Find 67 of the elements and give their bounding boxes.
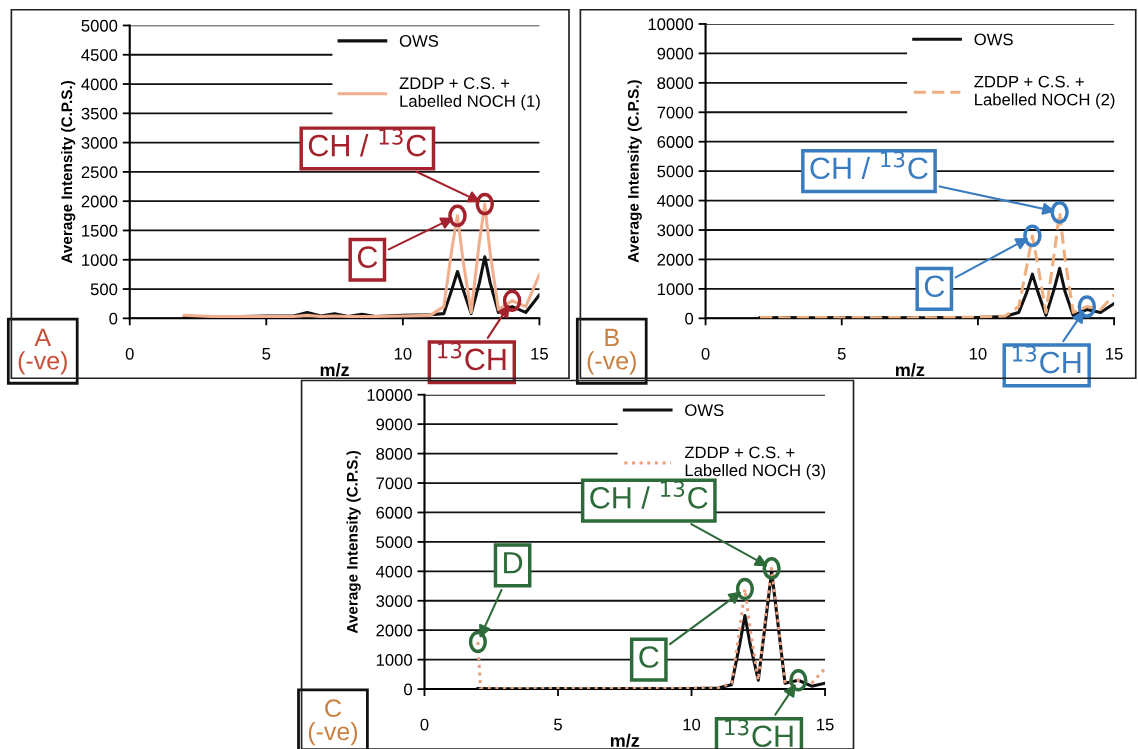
- y-tick-label: 9000: [657, 47, 694, 60]
- y-tick-label: 7000: [376, 477, 413, 490]
- x-tick-label: 10: [683, 718, 701, 731]
- y-tick-label: 2000: [81, 195, 118, 208]
- y-tick-label: 3000: [376, 595, 413, 607]
- y-tick-label: 10000: [367, 389, 413, 401]
- annotation: D: [504, 552, 523, 574]
- x-tick-label: 10: [394, 347, 412, 360]
- y-tick-label: 7000: [657, 106, 694, 119]
- y-tick-label: 0: [109, 312, 118, 325]
- y-tick-label: 9000: [376, 418, 413, 431]
- annotation: C: [924, 275, 945, 298]
- y-axis-title: Average Intensity (C.P.S.): [627, 80, 642, 263]
- y-tick-label: 500: [90, 283, 118, 296]
- y-tick-label: 1500: [82, 224, 118, 237]
- y-tick-label: 10000: [648, 18, 694, 31]
- legend-label: ZDDP + C.S. + Labelled NOCH (2): [974, 75, 1115, 109]
- legend-label: ZDDP + C.S. + Labelled NOCH (1): [399, 77, 540, 111]
- y-tick-label: 8000: [376, 448, 413, 460]
- y-tick-label: 3000: [657, 224, 694, 237]
- x-tick-label: 15: [1106, 348, 1123, 360]
- y-tick-label: 0: [685, 312, 694, 325]
- x-axis-title: m/z: [320, 363, 349, 377]
- y-tick-label: 0: [404, 683, 413, 696]
- y-tick-label: 1000: [82, 254, 118, 266]
- text: B (-ve): [587, 328, 636, 375]
- x-axis-title: m/z: [895, 363, 925, 377]
- annotation: $^{13}$CH: [1012, 345, 1081, 374]
- y-tick-label: 5000: [81, 19, 118, 32]
- y-tick-label: 6000: [657, 136, 694, 148]
- annotation: C: [357, 246, 378, 268]
- legend-label: ZDDP + C.S. + Labelled NOCH (3): [684, 446, 826, 480]
- x-tick-label: 5: [554, 718, 562, 731]
- y-tick-label: 4000: [81, 78, 118, 91]
- y-tick-label: 5000: [657, 165, 694, 178]
- x-tick-label: 5: [262, 348, 271, 360]
- y-tick-label: 1000: [657, 283, 694, 296]
- x-tick-label: 0: [701, 347, 710, 360]
- annotation: CH / $^{13}$C: [308, 128, 427, 157]
- y-axis-title: Average Intensity (C.P.S.): [60, 80, 76, 264]
- x-tick-label: 10: [969, 347, 987, 360]
- x-axis-title: m/z: [610, 733, 640, 748]
- x-tick-label: 0: [420, 718, 429, 731]
- y-tick-label: 2000: [376, 624, 413, 637]
- y-tick-label: 4000: [657, 194, 694, 207]
- x-tick-label: 5: [837, 348, 846, 360]
- y-axis-title: Average Intensity (C.P.S.): [346, 450, 361, 634]
- annotation: C: [639, 646, 659, 668]
- legend-label: OWS: [685, 404, 724, 417]
- y-tick-label: 6000: [376, 506, 413, 519]
- y-tick-label: 1000: [376, 654, 413, 666]
- y-tick-label: 3500: [81, 107, 118, 120]
- text: A (-ve): [18, 328, 67, 375]
- y-tick-label: 4000: [375, 565, 413, 578]
- y-tick-label: 2500: [81, 166, 118, 179]
- y-tick-label: 3000: [81, 137, 118, 149]
- annotation: $^{13}$CH: [438, 342, 506, 371]
- legend-label: OWS: [399, 35, 439, 47]
- x-tick-label: 0: [125, 347, 134, 360]
- y-tick-label: 2000: [657, 253, 694, 266]
- y-tick-label: 4500: [81, 49, 118, 61]
- y-tick-label: 8000: [657, 77, 694, 90]
- y-tick-label: 5000: [376, 536, 413, 549]
- legend-label: OWS: [974, 33, 1013, 46]
- x-tick-label: 15: [531, 348, 548, 360]
- text: C (-ve): [308, 699, 358, 746]
- x-tick-label: 15: [817, 718, 834, 731]
